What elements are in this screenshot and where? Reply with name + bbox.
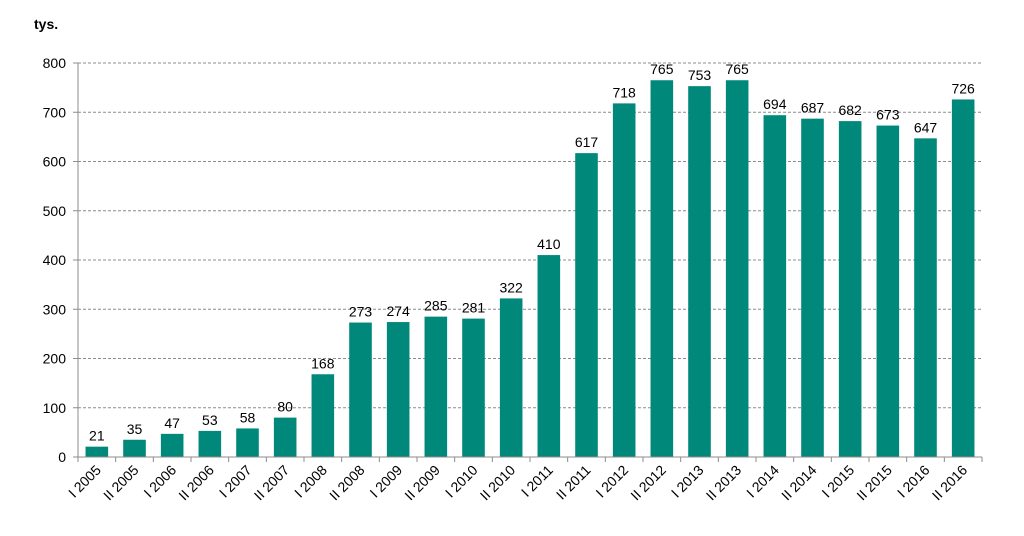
data-label: 21 bbox=[89, 428, 105, 444]
y-tick-label: 300 bbox=[43, 301, 67, 317]
data-label: 58 bbox=[240, 409, 256, 425]
x-tick-label: I 2013 bbox=[668, 462, 707, 501]
x-tick-label: I 2008 bbox=[291, 462, 330, 501]
x-tick-label: II 2010 bbox=[477, 462, 519, 504]
x-tick-label: I 2010 bbox=[442, 462, 481, 501]
data-label: 726 bbox=[951, 80, 975, 96]
data-label: 765 bbox=[725, 61, 749, 77]
y-axis-ticks: 0 100 200 300 400 500 600 700 800 bbox=[43, 55, 78, 465]
data-label: 718 bbox=[612, 84, 636, 100]
data-label: 273 bbox=[349, 304, 373, 320]
data-labels: 21 35 47 53 58 80 168 273 274 285 281 322 410 617 718 7… bbox=[89, 61, 975, 443]
bar bbox=[311, 374, 335, 457]
data-label: 694 bbox=[763, 96, 787, 112]
y-tick-label: 600 bbox=[43, 154, 67, 170]
x-tick-label: II 2016 bbox=[929, 462, 971, 504]
bar bbox=[499, 298, 523, 457]
x-tick-label: II 2014 bbox=[778, 462, 820, 504]
data-label: 617 bbox=[575, 134, 599, 150]
unit-label: tys. bbox=[34, 16, 58, 32]
x-tick-label: I 2011 bbox=[518, 462, 556, 500]
data-label: 322 bbox=[499, 279, 523, 295]
bar bbox=[424, 316, 448, 457]
data-label: 687 bbox=[801, 100, 825, 116]
bar bbox=[537, 255, 561, 457]
x-tick-label: I 2015 bbox=[818, 462, 857, 501]
x-tick-label: II 2009 bbox=[401, 462, 443, 504]
data-label: 80 bbox=[277, 399, 293, 415]
y-tick-label: 0 bbox=[58, 449, 66, 465]
x-tick-label: II 2008 bbox=[326, 462, 368, 504]
bar bbox=[801, 118, 824, 457]
x-tick-label: I 2005 bbox=[65, 462, 104, 501]
data-label: 673 bbox=[876, 107, 900, 123]
x-tick-label: II 2013 bbox=[703, 462, 745, 504]
bar bbox=[951, 99, 975, 457]
y-tick-label: 500 bbox=[43, 203, 67, 219]
data-label: 765 bbox=[650, 61, 674, 77]
bar bbox=[386, 322, 410, 457]
x-tick-label: I 2012 bbox=[592, 462, 631, 501]
x-tick-label: II 2011 bbox=[553, 462, 594, 503]
bar bbox=[838, 121, 862, 458]
data-label: 47 bbox=[164, 415, 180, 431]
x-tick-label: I 2016 bbox=[894, 462, 933, 501]
bar bbox=[160, 433, 184, 457]
y-tick-label: 100 bbox=[43, 400, 67, 416]
bar bbox=[462, 318, 485, 457]
bar bbox=[650, 80, 674, 458]
data-label: 274 bbox=[386, 303, 410, 319]
bar bbox=[85, 446, 109, 457]
bars bbox=[85, 80, 975, 458]
bar bbox=[575, 153, 598, 457]
x-tick-label: II 2006 bbox=[175, 462, 217, 504]
data-label: 281 bbox=[462, 300, 486, 316]
x-tick-label: II 2005 bbox=[100, 462, 142, 504]
x-tick-label: I 2006 bbox=[140, 462, 179, 501]
data-label: 682 bbox=[838, 102, 862, 118]
x-tick-label: II 2007 bbox=[251, 462, 293, 504]
bar bbox=[198, 430, 222, 457]
data-label: 168 bbox=[311, 355, 335, 371]
x-tick-label: I 2007 bbox=[216, 462, 255, 501]
bar bbox=[349, 322, 372, 457]
y-tick-label: 800 bbox=[43, 55, 67, 71]
y-tick-label: 400 bbox=[43, 252, 67, 268]
bar bbox=[763, 115, 787, 457]
gridlines bbox=[78, 62, 982, 409]
data-label: 647 bbox=[914, 119, 938, 135]
bar bbox=[876, 125, 900, 458]
x-tick-label: II 2015 bbox=[853, 462, 895, 504]
data-label: 53 bbox=[202, 412, 218, 428]
data-label: 35 bbox=[127, 421, 143, 437]
bar bbox=[688, 86, 711, 458]
bar bbox=[612, 103, 636, 457]
y-tick-label: 200 bbox=[43, 351, 67, 367]
bar bbox=[236, 428, 259, 457]
data-label: 410 bbox=[537, 236, 561, 252]
bar bbox=[273, 417, 297, 457]
bar bbox=[123, 439, 146, 457]
y-tick-label: 700 bbox=[43, 104, 67, 120]
data-label: 285 bbox=[424, 298, 448, 314]
bar bbox=[914, 138, 937, 458]
x-tick-label: I 2014 bbox=[743, 462, 782, 501]
data-label: 753 bbox=[688, 67, 712, 83]
x-tick-label: II 2012 bbox=[627, 462, 669, 504]
bar bbox=[725, 80, 749, 458]
x-tick-label: I 2009 bbox=[366, 462, 405, 501]
